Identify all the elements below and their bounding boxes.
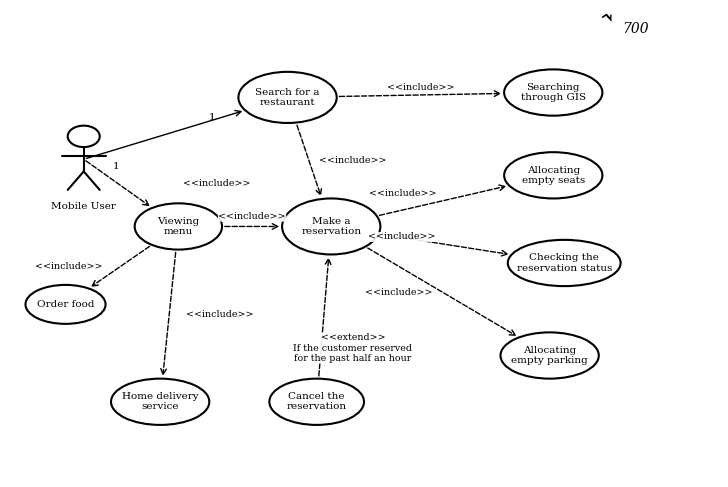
Text: Order food: Order food (37, 300, 94, 309)
Text: <<include>>: <<include>> (387, 83, 454, 92)
Text: 700: 700 (622, 22, 649, 36)
Text: <<include>>: <<include>> (319, 156, 387, 165)
Ellipse shape (504, 69, 603, 115)
Text: <<include>>: <<include>> (186, 310, 254, 318)
Text: Allocating
empty seats: Allocating empty seats (522, 166, 585, 185)
Text: <<extend>>
If the customer reserved
for the past half an hour: <<extend>> If the customer reserved for … (293, 333, 412, 363)
Text: <<include>>: <<include>> (183, 179, 250, 188)
Ellipse shape (135, 204, 222, 249)
Ellipse shape (269, 379, 364, 425)
Text: Home delivery
service: Home delivery service (122, 392, 199, 412)
Text: <<include>>: <<include>> (218, 212, 286, 221)
Ellipse shape (501, 332, 598, 379)
Text: Viewing
menu: Viewing menu (157, 217, 199, 236)
Text: Cancel the
reservation: Cancel the reservation (287, 392, 347, 412)
Text: <<include>>: <<include>> (365, 287, 432, 297)
Text: <<include>>: <<include>> (369, 189, 437, 198)
Ellipse shape (508, 240, 620, 286)
Ellipse shape (25, 285, 106, 324)
Ellipse shape (504, 152, 603, 199)
Text: Mobile User: Mobile User (51, 202, 116, 211)
Text: 1: 1 (113, 162, 120, 171)
Text: 1: 1 (209, 113, 215, 122)
Text: <<include>>: <<include>> (36, 262, 103, 271)
Text: Checking the
reservation status: Checking the reservation status (516, 253, 612, 273)
Text: Make a
reservation: Make a reservation (301, 217, 361, 236)
Ellipse shape (282, 199, 381, 254)
Text: Allocating
empty parking: Allocating empty parking (511, 346, 588, 365)
Ellipse shape (111, 379, 210, 425)
Text: Search for a
restaurant: Search for a restaurant (256, 88, 320, 107)
Ellipse shape (239, 72, 337, 123)
Text: <<include>>: <<include>> (368, 232, 435, 242)
Text: Searching
through GIS: Searching through GIS (521, 83, 586, 102)
